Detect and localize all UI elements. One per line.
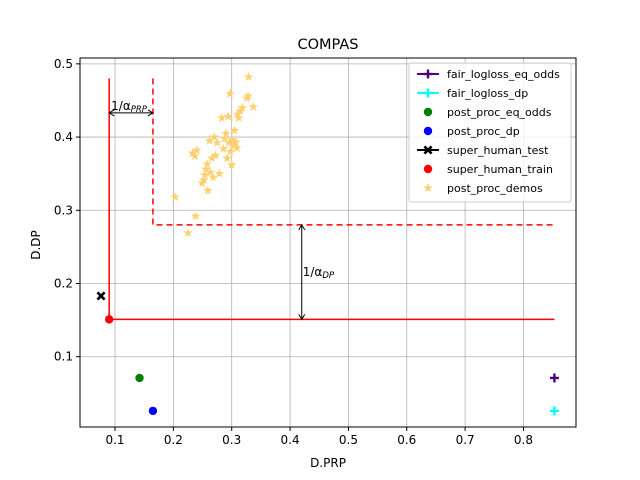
alpha-prp-label: 1/αPRP xyxy=(111,99,148,115)
x-tick-label: 0.7 xyxy=(456,433,475,447)
legend-entry: super_human_train xyxy=(423,163,553,176)
legend-label: super_human_train xyxy=(447,163,553,176)
alpha-dp-label: 1/αDP xyxy=(303,265,335,281)
x-tick-label: 0.3 xyxy=(222,433,241,447)
alpha-prp-arrow-right xyxy=(147,109,154,117)
legend-entry: post_proc_eq_odds xyxy=(423,106,552,119)
chart-title: COMPAS xyxy=(298,37,359,53)
series-super_human_test xyxy=(96,291,106,301)
legend-marker xyxy=(423,164,433,174)
x-axis-label: D.PRP xyxy=(310,456,346,470)
legend-entry: fair_logloss_dp xyxy=(417,87,528,100)
series-post_proc_eq_odds xyxy=(135,373,144,383)
alpha-prp-label-main: 1/α xyxy=(111,99,131,113)
y-tick-label: 0.4 xyxy=(54,130,73,144)
legend-label: post_proc_eq_odds xyxy=(447,106,552,119)
legend-marker-b xyxy=(423,145,433,155)
legend-marker xyxy=(423,88,433,98)
legend-label: post_proc_dp xyxy=(447,125,520,138)
alpha-dp-arrow-bottom xyxy=(298,314,306,321)
legend-entry: super_human_test xyxy=(417,144,549,157)
series-super_human_train xyxy=(104,315,114,324)
point-post_proc_dp xyxy=(148,406,158,416)
series-post_proc_dp xyxy=(148,406,158,416)
legend-label: super_human_test xyxy=(447,144,549,157)
alpha-dp-arrow-top xyxy=(298,223,306,231)
axes-frame xyxy=(79,57,577,428)
x-tick-label: 0.6 xyxy=(397,433,416,447)
y-tick-label: 0.3 xyxy=(54,203,73,217)
point-fair_logloss_eq_odds xyxy=(549,373,559,383)
y-tick-label: 0.2 xyxy=(54,277,73,291)
dashed-boundary xyxy=(152,78,555,226)
legend-label: post_proc_demos xyxy=(447,182,543,195)
legend-box xyxy=(408,62,572,203)
legend-entry: fair_logloss_eq_odds xyxy=(417,68,560,81)
alpha-dp-label-sub: DP xyxy=(322,271,335,281)
x-tick-label: 0.5 xyxy=(339,433,358,447)
point-fair_logloss_dp xyxy=(549,406,559,416)
x-tick-label: 0.4 xyxy=(281,433,300,447)
x-tick-label: 0.1 xyxy=(105,433,124,447)
point-super_human_test xyxy=(96,291,106,301)
y-axis-label: D.DP xyxy=(29,230,43,260)
series-fair_logloss_eq_odds xyxy=(549,373,559,383)
y-tick-label: 0.1 xyxy=(54,350,73,364)
alpha-prp-label-sub: PRP xyxy=(131,105,148,115)
series-fair_logloss_dp xyxy=(549,406,559,416)
legend-marker xyxy=(423,107,433,117)
point-post_proc_eq_odds xyxy=(135,373,144,383)
x-tick-label: 0.8 xyxy=(514,433,533,447)
legend-marker xyxy=(423,69,433,79)
legend-marker xyxy=(423,145,433,155)
alpha-dp-label-main: 1/α xyxy=(303,265,323,279)
legend-entry: post_proc_dp xyxy=(423,125,520,138)
alpha-prp-arrow-left xyxy=(108,109,115,117)
x-tick-label: 0.2 xyxy=(164,433,183,447)
y-tick-label: 0.5 xyxy=(54,57,73,71)
legend-label: fair_logloss_dp xyxy=(447,87,528,100)
legend: fair_logloss_eq_odds fair_logloss_dp post_… xyxy=(408,62,572,203)
legend-entry: post_proc_demos xyxy=(423,182,543,195)
point-super_human_train xyxy=(104,315,114,324)
point-super_human_test-b xyxy=(96,291,106,301)
legend-marker xyxy=(423,126,433,136)
legend-label: fair_logloss_eq_odds xyxy=(447,68,560,81)
